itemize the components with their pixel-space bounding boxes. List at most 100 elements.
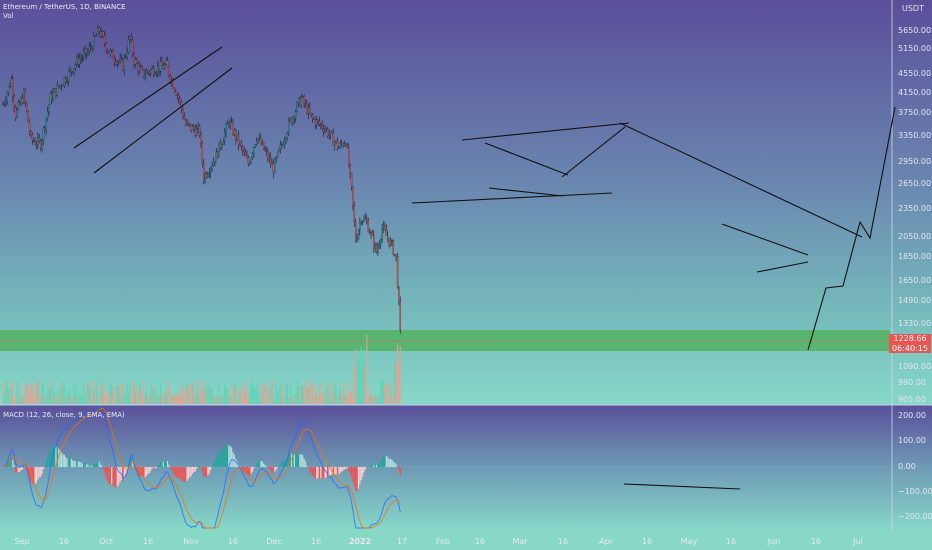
macd-bar — [162, 461, 164, 467]
candle — [104, 35, 106, 44]
candle — [179, 98, 181, 102]
macd-bar — [109, 467, 111, 485]
volume-bar — [120, 384, 123, 404]
wedge-line[interactable] — [561, 126, 626, 178]
macd-bar — [375, 464, 378, 467]
macd-bar — [249, 467, 251, 476]
volume-bar — [112, 386, 114, 404]
small-triangle-top-line[interactable] — [721, 223, 809, 256]
macd-bar — [309, 467, 311, 471]
channel-lower-line[interactable] — [93, 67, 233, 174]
macd-bar — [55, 447, 57, 467]
volume-bar — [17, 393, 19, 404]
macd-divergence-line[interactable] — [623, 483, 741, 490]
macd-bar — [377, 463, 379, 467]
volume-bar — [271, 384, 273, 404]
macd-bar — [295, 454, 297, 467]
candle — [233, 130, 236, 135]
candle — [154, 74, 156, 76]
candle — [38, 137, 40, 141]
macd-bar — [316, 467, 318, 479]
macd-tick: 200.00 — [898, 411, 926, 420]
macd-bar — [49, 447, 51, 467]
volume-bar — [72, 396, 74, 404]
macd-bar — [260, 460, 262, 467]
candle — [270, 157, 272, 165]
candle — [300, 96, 303, 106]
volume-bar — [348, 382, 350, 404]
long-downtrend-line[interactable] — [619, 122, 863, 238]
volume-bar — [86, 383, 88, 404]
volume-bar — [380, 381, 382, 404]
macd-bar — [321, 467, 323, 479]
candle — [292, 116, 294, 124]
candle — [328, 134, 330, 137]
candle — [204, 173, 206, 182]
volume-bar — [367, 395, 369, 404]
volume-bar — [342, 381, 344, 404]
macd-bar — [154, 467, 156, 469]
triangle-top-line[interactable] — [461, 122, 630, 141]
volume-bar — [190, 385, 192, 404]
candle — [137, 63, 139, 72]
volume-legend[interactable]: Vol — [3, 12, 14, 20]
drawing-tools[interactable] — [73, 46, 896, 490]
candle — [42, 127, 45, 141]
small-triangle-base-line[interactable] — [756, 261, 809, 273]
macd-bar — [304, 461, 307, 467]
macd-line — [2, 407, 401, 529]
candle — [56, 84, 59, 96]
candle — [145, 70, 148, 75]
candle — [290, 118, 293, 124]
volume-bar — [309, 381, 311, 404]
candle — [35, 144, 38, 146]
volume-bar — [374, 395, 376, 404]
volume-bar — [169, 392, 171, 404]
candle — [111, 50, 113, 52]
triangle-base-line[interactable] — [488, 187, 564, 197]
volume-bar — [377, 394, 379, 404]
symbol-header[interactable]: Ethereum / TetherUS, 1D, BINANCE — [3, 3, 126, 11]
candle — [118, 61, 120, 63]
volume-bar — [398, 361, 400, 404]
candle — [203, 163, 205, 182]
candle — [83, 52, 85, 58]
macd-bar — [19, 467, 21, 472]
candle — [59, 85, 61, 88]
volume-bar — [256, 385, 258, 404]
candle — [109, 50, 112, 55]
candle — [264, 149, 266, 151]
macd-bar — [76, 459, 78, 467]
volume-bar — [286, 384, 288, 404]
volume-bar — [58, 397, 60, 404]
volume-bar — [356, 353, 358, 404]
macd-bar — [399, 467, 401, 476]
volume-bar — [260, 384, 262, 404]
candle — [197, 126, 199, 129]
volume-bar — [166, 388, 169, 404]
channel-upper-line[interactable] — [73, 46, 223, 149]
candle — [17, 102, 20, 110]
volume-bar — [346, 395, 348, 404]
macd-legend[interactable]: MACD (12, 26, close, 9, EMA, EMA) — [3, 411, 125, 419]
triangle-descending-line[interactable] — [484, 142, 569, 176]
candle — [368, 231, 371, 234]
volume-bar — [275, 383, 277, 404]
macd-bar — [214, 460, 216, 467]
support-line[interactable] — [411, 192, 613, 204]
candle — [329, 131, 332, 135]
macd-bar — [258, 460, 261, 467]
macd-bar — [111, 467, 113, 485]
macd-bar — [97, 460, 99, 467]
time-tick: 16 — [557, 537, 569, 546]
projection-path[interactable] — [807, 106, 896, 351]
volume-bar — [148, 394, 150, 404]
macd-bar — [352, 467, 354, 483]
macd-bar — [45, 460, 47, 467]
candlestick-series — [2, 24, 402, 334]
volume-bar — [33, 393, 35, 404]
price-tick: 2950.00 — [898, 157, 932, 166]
volume-bar — [79, 392, 81, 404]
price-tick: 1090.00 — [898, 362, 932, 371]
